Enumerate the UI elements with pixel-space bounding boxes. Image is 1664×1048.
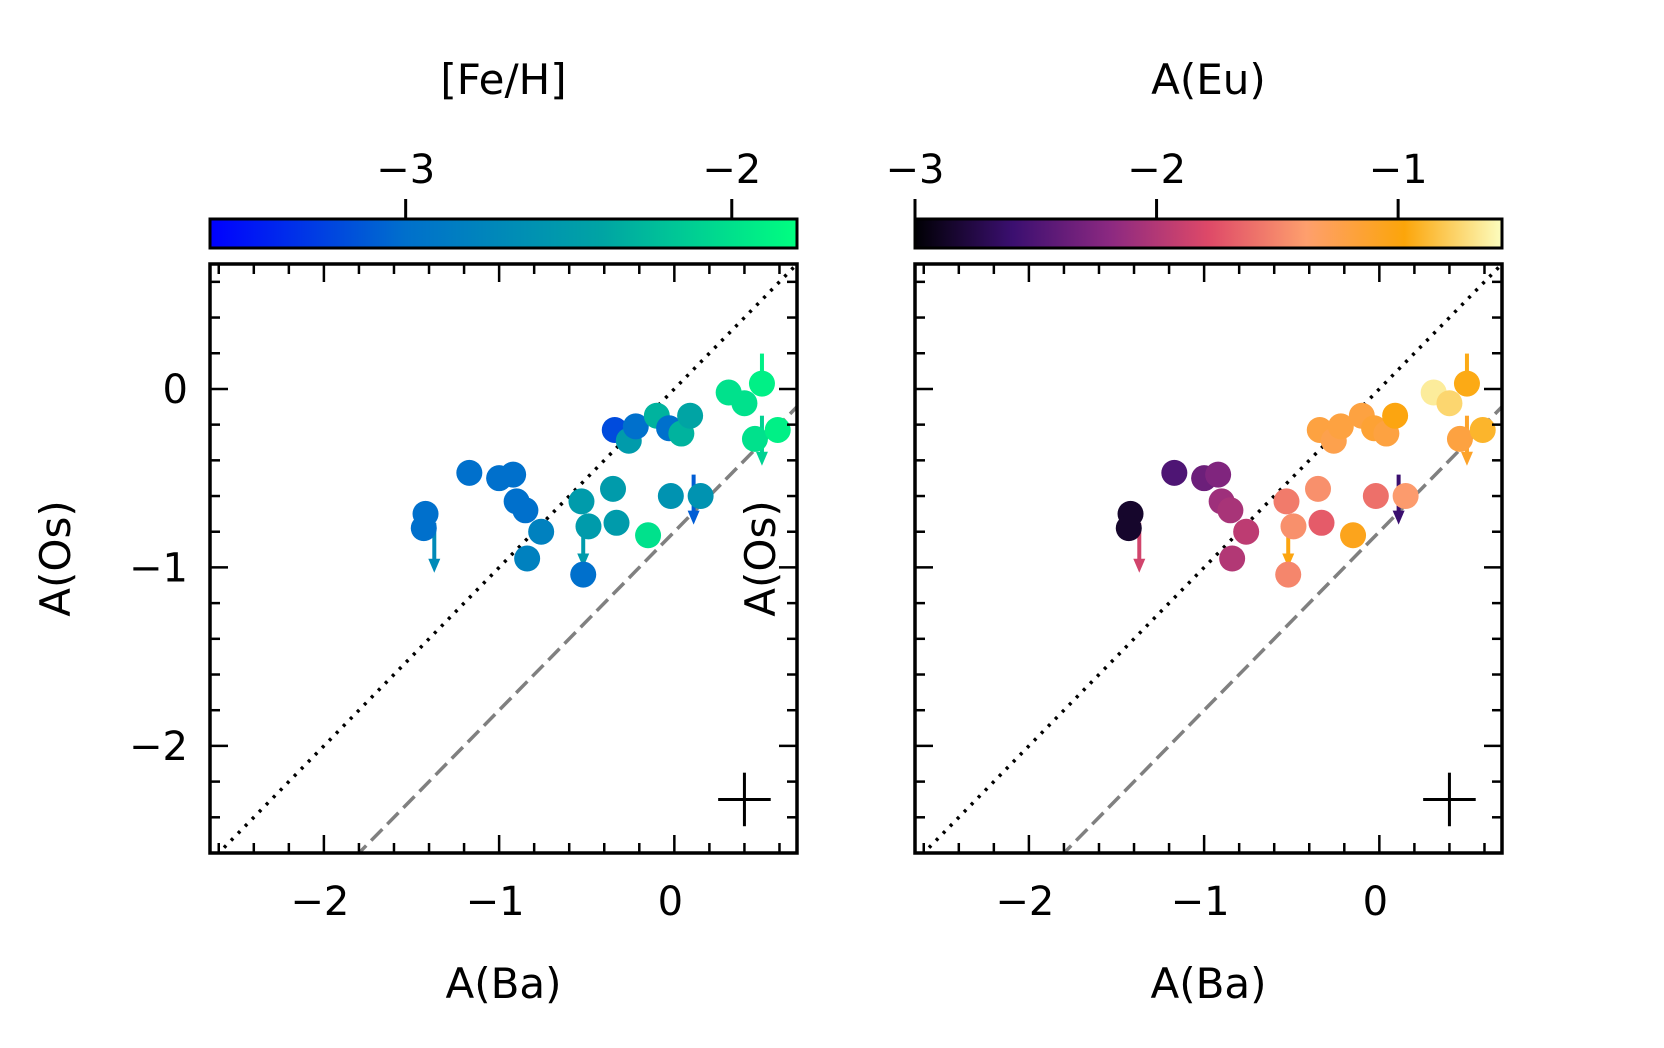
y-axis-label: A(Os)	[736, 500, 785, 616]
data-point	[568, 488, 595, 515]
data-point	[1161, 459, 1188, 486]
data-point	[635, 522, 662, 549]
colorbar-tick-label: −1	[1369, 147, 1428, 193]
plot-frame	[208, 262, 799, 855]
data-point	[603, 509, 630, 536]
data-point	[687, 483, 714, 510]
data-point	[1275, 561, 1302, 588]
x-tick-label: 0	[658, 879, 683, 925]
colorbar-tick-label: −3	[886, 147, 945, 193]
data-point	[512, 497, 539, 524]
x-tick-label: 0	[1363, 879, 1388, 925]
colorbar-label: [Fe/H]	[440, 55, 566, 104]
data-point	[1219, 545, 1246, 572]
axis-ticks	[915, 264, 1502, 855]
data-point	[1453, 370, 1480, 397]
error-bar-cross	[718, 772, 771, 827]
colorbar-tick-label: −3	[376, 147, 435, 193]
data-point	[677, 402, 704, 429]
data-point	[622, 413, 649, 440]
data-point	[514, 545, 541, 572]
y-tick-label: −1	[129, 545, 188, 591]
dotted-reference-line	[216, 264, 797, 853]
data-point	[1469, 416, 1496, 443]
data-point	[1280, 513, 1307, 540]
data-point	[1233, 518, 1260, 545]
x-tick-label: −1	[1171, 879, 1230, 925]
data-point	[1392, 483, 1419, 510]
panel-2: −3 −2 −1 A(Eu) −2 −1 0 A(Ba) A(Os)	[736, 55, 1504, 1008]
dotted-reference-line	[921, 264, 1502, 853]
data-point	[500, 461, 527, 488]
data-point	[764, 416, 791, 443]
data-point	[657, 483, 684, 510]
data-point	[528, 518, 555, 545]
data-point	[1340, 522, 1367, 549]
data-point	[741, 425, 768, 452]
y-tick-label: 0	[163, 367, 188, 413]
colorbar-tick-label: −2	[1127, 147, 1186, 193]
colorbar-label: A(Eu)	[1151, 55, 1266, 104]
y-tick-label: −2	[129, 724, 188, 770]
data-point	[1436, 390, 1463, 417]
data-point	[748, 370, 775, 397]
x-tick-label: −1	[466, 879, 525, 925]
colorbar	[913, 217, 1504, 250]
x-axis-label: A(Ba)	[1150, 959, 1266, 1008]
data-point	[1327, 413, 1354, 440]
error-bar-cross	[1423, 772, 1476, 827]
y-axis-label: A(Os)	[31, 500, 80, 616]
data-point	[575, 513, 602, 540]
plot-frame	[913, 262, 1504, 855]
x-tick-label: −2	[290, 879, 349, 925]
data-point	[410, 515, 437, 542]
data-point	[1205, 461, 1232, 488]
data-point	[1273, 488, 1300, 515]
panel-1: −3 −2 [Fe/H] −2 −1 0 0 −1 −2 A(Ba) A(Os)	[31, 55, 799, 1008]
data-point	[1217, 497, 1244, 524]
axis-ticks	[210, 264, 797, 855]
data-point	[570, 561, 597, 588]
data-point	[1115, 515, 1142, 542]
data-point	[1308, 509, 1335, 536]
data-point	[456, 459, 483, 486]
x-tick-label: −2	[995, 879, 1054, 925]
data-point	[1362, 483, 1389, 510]
data-point	[600, 475, 627, 502]
data-point	[1382, 402, 1409, 429]
data-point	[1446, 425, 1473, 452]
x-axis-label: A(Ba)	[445, 959, 561, 1008]
data-point	[731, 390, 758, 417]
colorbar-tick-label: −2	[702, 147, 761, 193]
colorbar	[208, 217, 799, 250]
data-point	[1305, 475, 1332, 502]
